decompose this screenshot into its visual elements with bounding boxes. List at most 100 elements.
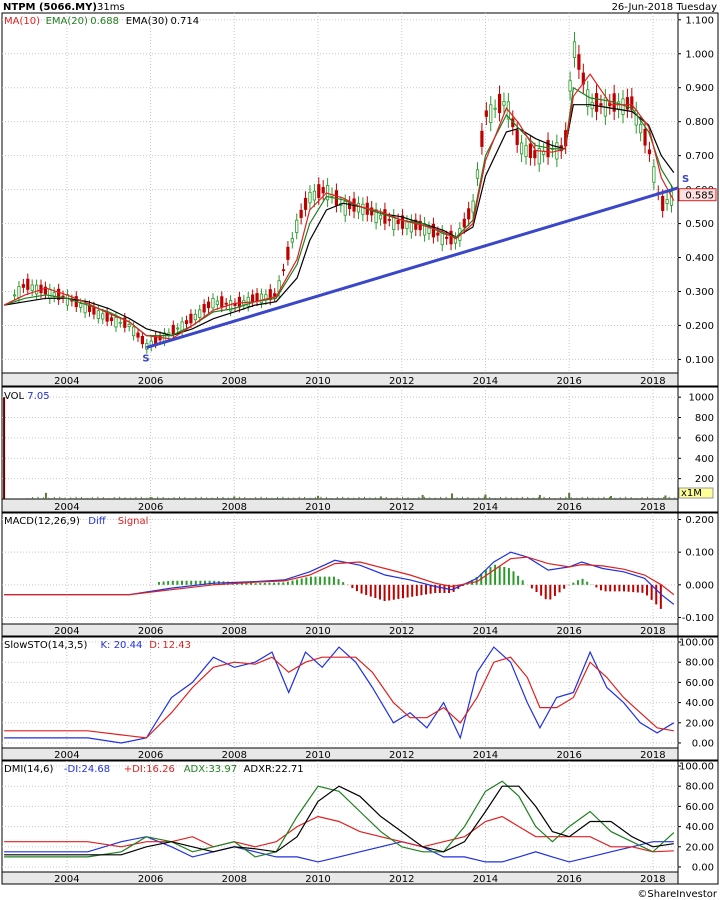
price-candle [661,195,665,211]
y-tick-label: 0.900 [685,83,714,94]
x-tick-label: 2012 [389,502,414,513]
y-tick-label: 100.00 [679,762,714,773]
price-candle [237,296,242,308]
volume-bar [44,492,47,499]
price-candle [295,219,299,233]
price-candle [189,313,193,324]
price-candle [586,89,590,107]
x-tick-label: 2008 [222,376,247,387]
price-candle [96,310,100,319]
y-tick-label: 60.00 [685,678,714,689]
price-candle [647,149,652,155]
x-tick-label: 2008 [222,626,247,637]
price-candle [348,202,352,210]
price-candle [572,41,577,58]
legend-dmi: DMI(14,6) [4,764,53,775]
price-candle [255,293,259,302]
price-candle [21,284,25,288]
legend-ema30: EMA(30) [126,16,168,27]
price-candle [290,238,294,243]
price-candle [414,219,418,230]
y-tick-label: 40.00 [685,822,714,833]
price-candle [378,214,383,220]
price-candle [445,236,449,239]
price-candle [308,191,312,204]
legend-ema20-value: 0.688 [90,16,119,27]
price-candle [114,317,118,328]
trend-marker-end: S [682,174,689,185]
ticker-symbol: NTPM (5066.MY) [3,2,97,13]
price-candle [427,227,431,234]
trend-marker-start: S [142,354,149,365]
price-candle [43,286,48,295]
price-candle [524,145,528,157]
x-tick-label: 2008 [222,874,247,885]
y-tick-label: 0.000 [685,580,714,591]
volume-bar [610,495,613,499]
price-candle [431,223,436,238]
price-candle [652,166,656,183]
price-candle [594,93,599,112]
price-candle [48,288,52,299]
y-axis-band [677,636,719,761]
x-tick-label: 2014 [473,750,498,761]
volume-bar [568,492,571,499]
y-tick-label: 600 [695,433,714,444]
volume-bar [484,494,487,499]
volume-bar [664,495,667,499]
volume-bar [538,494,541,499]
panel-volume: 2004 2006 2008 2010 2012 2014 2016 2018 200 400 60… [1,386,719,513]
price-candle [52,292,56,298]
volume-bar [149,496,152,499]
y-tick-label: 800 [695,413,714,424]
elapsed-time: 31ms [97,2,125,13]
price-candle [577,54,581,70]
price-candle [109,317,114,322]
x-tick-label: 2014 [473,502,498,513]
legend-adxr: ADXR:22.71 [244,764,304,775]
x-tick-label: 2010 [305,874,330,885]
panels: 2004 2006 2008 2010 2012 2014 2016 2018 0.100 0.2… [1,12,719,885]
x-tick-label: 2004 [54,874,79,885]
last-price-box [678,188,717,202]
legend-macd: MACD(12,26,9) [4,516,80,527]
volume-bar [3,397,6,499]
volume-unit-box [678,487,714,499]
x-tick-label: 2014 [473,376,498,387]
x-tick-label: 2016 [556,376,581,387]
price-candle [140,336,145,345]
legend-macd-diff: Diff [88,516,106,527]
x-tick-label: 2016 [556,626,581,637]
y-tick-label: 0.300 [685,287,714,298]
legend-k-value: 20.44 [114,640,143,651]
price-candle [405,221,409,229]
price-candle [176,327,180,330]
price-candle [436,232,440,236]
y-tick-label: 0.100 [685,548,714,559]
price-candle [251,294,255,303]
price-candle [400,215,405,229]
x-tick-label: 2014 [473,874,498,885]
x-tick-label: 2018 [640,376,665,387]
footer-credit: ©ShareInvestor [637,889,717,900]
price-candle [224,302,228,305]
x-tick-label: 2006 [138,626,163,637]
y-tick-label: 0.100 [685,355,714,366]
price-candle [132,326,136,337]
x-tick-label: 2006 [138,376,163,387]
y-tick-label: 0.700 [685,151,714,162]
price-candle [528,143,533,158]
macd-diff-line [4,551,675,605]
x-tick-label: 2006 [138,750,163,761]
x-tick-label: 2006 [138,874,163,885]
price-candle [299,209,303,218]
price-candle [215,300,219,305]
stochastic-d-line [4,656,674,739]
legend-ema30-value: 0.714 [171,16,200,27]
price-candle [581,72,585,85]
x-tick-label: 2010 [305,626,330,637]
y-tick-label: 80.00 [685,782,714,793]
panel-frame [1,636,679,761]
price-candle [211,298,215,309]
